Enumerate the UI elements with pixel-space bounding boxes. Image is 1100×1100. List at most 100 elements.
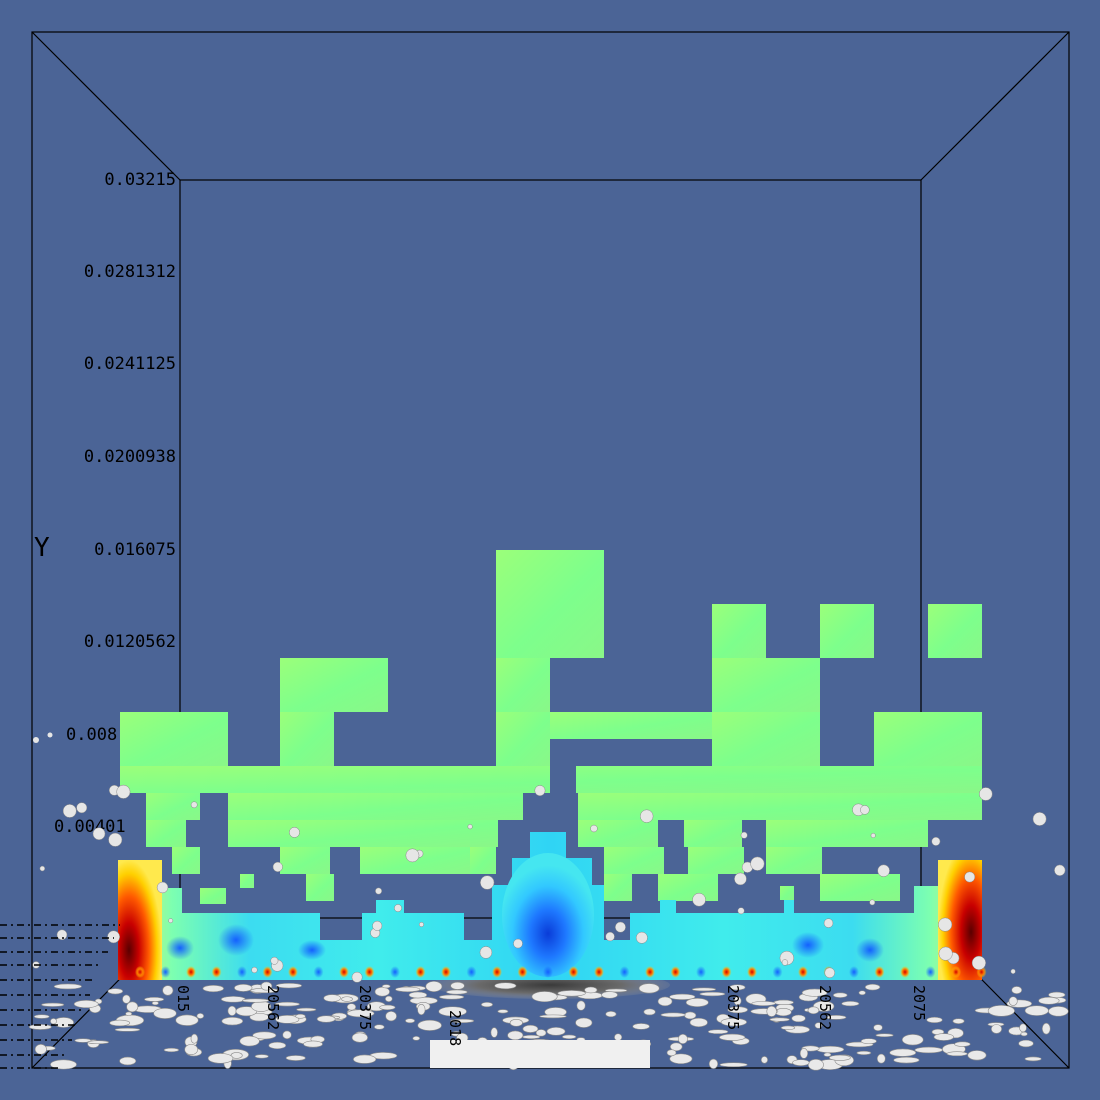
particle <box>285 1055 306 1061</box>
particle <box>719 1062 748 1068</box>
particle <box>860 805 870 815</box>
boundary-vortex <box>441 966 451 978</box>
vector-glyphs <box>0 924 120 1069</box>
particle <box>405 1018 415 1024</box>
particle <box>893 1056 920 1064</box>
particle <box>792 1059 810 1067</box>
particle <box>303 1040 323 1048</box>
particle <box>946 1051 968 1057</box>
particle <box>316 1015 336 1023</box>
particle <box>126 1001 139 1013</box>
boundary-vortex <box>900 966 910 978</box>
particle <box>395 986 421 993</box>
particle <box>699 991 726 997</box>
particle-cloud-floor <box>28 981 1069 1071</box>
particle <box>239 1035 260 1047</box>
particle <box>734 872 747 886</box>
particle <box>417 1004 426 1016</box>
particle <box>74 1038 92 1043</box>
particle <box>522 1034 541 1039</box>
particle <box>242 998 269 1003</box>
particle <box>509 1018 523 1027</box>
voxel-block <box>766 820 928 847</box>
particle <box>614 1033 623 1041</box>
voxel-block <box>228 820 498 847</box>
x-tick-label: 2018 <box>446 1010 464 1046</box>
particle <box>62 804 77 818</box>
particle <box>546 1027 566 1036</box>
particle <box>967 1050 987 1061</box>
particle <box>605 931 615 942</box>
voxel-block <box>820 874 900 901</box>
particle <box>408 991 428 999</box>
particle <box>1020 1031 1028 1037</box>
particle <box>954 1041 971 1047</box>
particle <box>92 827 106 841</box>
particle <box>163 1047 179 1053</box>
voxel-block <box>578 820 658 847</box>
particle <box>685 998 709 1007</box>
voxel-block <box>306 874 334 901</box>
particle <box>162 985 174 996</box>
particle <box>417 1019 442 1031</box>
voxel-block <box>688 847 744 874</box>
particle <box>351 1032 368 1043</box>
particle <box>107 930 120 944</box>
particle <box>1024 1005 1049 1016</box>
particle <box>938 917 953 932</box>
particle <box>870 832 876 839</box>
boundary-vortex <box>874 966 885 978</box>
particle <box>351 971 363 983</box>
particle <box>114 1027 141 1032</box>
boundary-vortex <box>390 966 400 978</box>
edge-top-left <box>31 31 181 181</box>
particle <box>987 1005 1015 1017</box>
particle <box>184 1044 199 1056</box>
particle <box>841 1001 860 1007</box>
boundary-vortex <box>670 966 681 978</box>
voxel-block <box>280 847 330 874</box>
particle <box>494 982 517 990</box>
particle <box>766 1005 777 1017</box>
particle <box>773 999 794 1005</box>
particle-cloud-air <box>32 732 1066 983</box>
particle <box>825 1015 847 1020</box>
particle <box>270 956 279 965</box>
voxel-block <box>712 604 766 658</box>
particle <box>740 831 748 839</box>
particle <box>889 1048 917 1057</box>
particle <box>952 1018 965 1024</box>
particle <box>1041 1022 1051 1035</box>
particle <box>249 1012 269 1022</box>
particle <box>615 921 626 933</box>
particle <box>507 1030 524 1041</box>
particle <box>719 1033 746 1041</box>
boundary-vortex <box>339 966 349 978</box>
particle <box>737 907 745 915</box>
particle <box>640 809 654 823</box>
particle <box>151 1001 159 1006</box>
particle <box>601 991 618 999</box>
particle <box>638 983 660 994</box>
voxel-block <box>470 847 496 874</box>
particle <box>856 1050 872 1055</box>
voxel-block <box>780 886 794 900</box>
particle <box>539 1014 567 1019</box>
particle <box>479 946 493 959</box>
particle <box>418 921 424 928</box>
particle <box>1038 996 1060 1005</box>
particle <box>829 1054 851 1061</box>
voxel-block <box>874 712 982 766</box>
boundary-vortex <box>721 966 732 978</box>
boundary-vortex <box>951 966 961 978</box>
particle <box>107 988 124 995</box>
voxel-block <box>146 820 186 847</box>
x-tick-label: 20562 <box>816 985 834 1030</box>
particle <box>450 981 465 990</box>
particle <box>513 938 523 949</box>
voxel-block <box>578 793 982 820</box>
particle <box>252 1031 277 1040</box>
boundary-vortex <box>492 966 502 978</box>
